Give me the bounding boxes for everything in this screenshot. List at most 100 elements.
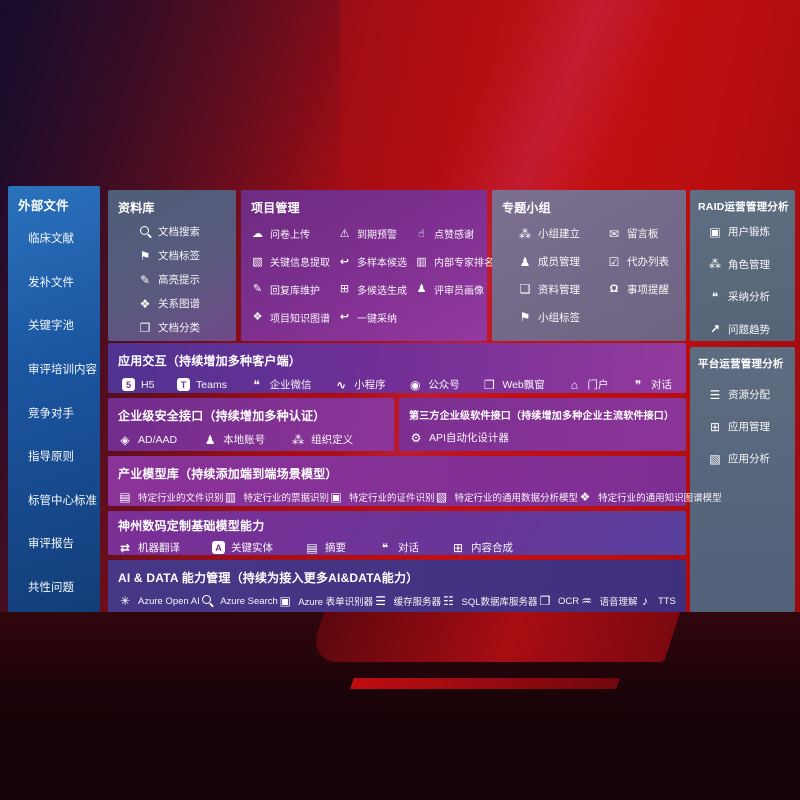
panel-enterprise-security: 企业级安全接口（持续增加多种认证） AD/AAD 本地账号 组织定义 xyxy=(108,398,394,451)
feature-label: 文档搜索 xyxy=(158,226,200,238)
feature-label: 组织定义 xyxy=(311,434,354,446)
sidebar-item-supplement-files: 发补文件 xyxy=(28,276,74,289)
item-api-designer: API自动化设计器 xyxy=(409,430,509,445)
graph-icon xyxy=(138,297,152,311)
item-doc-tags: 文档标签 xyxy=(138,248,226,263)
feature-label: 文档分类 xyxy=(158,322,200,334)
file-icon xyxy=(118,490,132,504)
sidebar-list: 临床文献 发补文件 关键字池 审评培训内容 竞争对手 指导原则 标管中心标准 审… xyxy=(18,214,97,603)
person-icon xyxy=(415,282,428,296)
entity-shield-icon: A xyxy=(212,541,225,554)
panel-title: 第三方企业级软件接口（持续增加多种企业主流软件接口） xyxy=(409,411,675,422)
feature-label: 缓存服务器 xyxy=(393,597,442,608)
item-key-entity: A 关键实体 xyxy=(212,540,273,555)
knowledge-graph-icon xyxy=(578,490,592,504)
panel-title: AI & DATA 能力管理（持续为接入更多AI&DATA能力） xyxy=(118,571,419,585)
trend-chart-icon xyxy=(708,322,722,336)
feature-label: 点赞感谢 xyxy=(434,230,474,242)
panel-title: 资料库 xyxy=(118,201,155,215)
item-internal-expert-ranking: 内部专家排名 xyxy=(415,248,494,276)
browser-window-icon xyxy=(482,378,496,392)
feature-label: 代办列表 xyxy=(627,256,669,269)
panel-title: 项目管理 xyxy=(251,201,300,215)
feature-label: 应用管理 xyxy=(728,421,770,433)
tag-icon xyxy=(138,249,152,263)
sidebar-item-common-issues: 共性问题 xyxy=(28,582,74,594)
item-key-info-extract: 关键信息提取 xyxy=(251,248,330,276)
feature-label: 特定行业的文件识别 xyxy=(138,493,224,504)
item-multi-sample-candidates: 多样本候选 xyxy=(338,248,407,276)
feature-label: 企业微信 xyxy=(269,379,312,391)
feature-label: 问卷上传 xyxy=(270,230,310,242)
item-user-training: 用户锻炼 xyxy=(708,224,787,239)
item-todo-list: 代办列表 xyxy=(607,248,676,276)
item-summary: 摘要 xyxy=(305,540,346,555)
chat-bubble-icon xyxy=(378,541,392,555)
item-industry-id-recognition: 特定行业的证件识别 xyxy=(329,490,435,504)
group-icon xyxy=(518,227,532,241)
feature-label: Web飘窗 xyxy=(502,379,545,391)
person-gear-icon xyxy=(203,433,217,447)
reply-arrow-icon xyxy=(338,255,351,269)
item-app-analysis: 应用分析 xyxy=(708,451,787,466)
panel-special-groups: 专题小组 小组建立 成员管理 资料管理 小组标签 留言板 代办列表 事项提醒 xyxy=(492,190,686,341)
knowledge-graph-icon xyxy=(251,310,264,324)
feature-label: 机器翻译 xyxy=(138,542,180,554)
feature-label: 采纳分析 xyxy=(728,291,770,304)
feature-label: 用户锻炼 xyxy=(728,226,770,238)
feature-row: 机器翻译 A 关键实体 摘要 对话 内容合成 xyxy=(118,540,676,555)
panel-title: 专题小组 xyxy=(502,201,551,215)
openai-icon xyxy=(118,594,132,608)
voice-icon xyxy=(580,594,594,608)
feature-row: API自动化设计器 xyxy=(409,430,676,445)
database-icon xyxy=(442,594,456,608)
item-machine-translation: 机器翻译 xyxy=(118,540,180,555)
item-official-account: 公众号 xyxy=(408,377,460,392)
receipt-icon xyxy=(224,490,238,504)
panel-ai-data-capability: AI & DATA 能力管理（持续为接入更多AI&DATA能力） Azure O… xyxy=(108,560,686,612)
image-extract-icon xyxy=(251,255,264,269)
feature-label: 小组建立 xyxy=(538,228,580,241)
speaker-icon xyxy=(638,594,652,608)
portal-icon xyxy=(567,378,581,392)
sidebar-item-competitors: 竞争对手 xyxy=(28,407,74,420)
panel-app-interaction: 应用交互（持续增加多种客户端） 5 H5 T Teams 企业微信 小程序 公众号 … xyxy=(108,343,686,393)
clipboard-icon xyxy=(607,255,621,269)
list-icon xyxy=(708,388,722,402)
feature-label: 多样本候选 xyxy=(357,258,407,270)
feature-grid: 小组建立 成员管理 资料管理 小组标签 留言板 代办列表 事项提醒 xyxy=(502,216,676,331)
documents-icon xyxy=(138,321,152,335)
panel-project-management: 项目管理 问卷上传 关键信息提取 回复库维护 项目知识图谱 到期预警 多样本候选… xyxy=(241,190,494,341)
item-azure-openai: Azure Open AI xyxy=(118,594,200,608)
organization-icon xyxy=(291,433,305,447)
item-multi-candidate-generate: 多候选生成 xyxy=(338,276,407,304)
feature-row: AD/AAD 本地账号 组织定义 xyxy=(118,432,384,447)
feature-label: Azure Open AI xyxy=(138,595,200,607)
feature-label: Azure Search xyxy=(220,595,278,607)
compose-grid-icon xyxy=(451,541,465,555)
panel-data-library: 资料库 文档搜索 文档标签 高亮提示 关系图谱 文档分类 xyxy=(108,190,236,341)
feature-label: 特定行业的通用知识图谱模型 xyxy=(598,493,722,504)
dialog-icon xyxy=(631,378,645,392)
person-add-icon xyxy=(518,255,532,269)
item-one-click-adopt: 一键采纳 xyxy=(338,303,407,331)
item-group-create: 小组建立 xyxy=(518,220,587,248)
feature-label: 到期预警 xyxy=(357,230,397,242)
item-like-thanks: 点赞感谢 xyxy=(415,220,494,248)
item-group-tags: 小组标签 xyxy=(518,303,587,331)
feature-label: 公众号 xyxy=(428,379,460,391)
feature-label: API自动化设计器 xyxy=(429,432,509,444)
chart-icon xyxy=(708,452,722,466)
panel-base-model-capability: 神州数码定制基础模型能力 机器翻译 A 关键实体 摘要 对话 内容合成 xyxy=(108,511,686,555)
feature-label: H5 xyxy=(141,378,155,391)
feature-label: 问题趋势 xyxy=(728,323,770,336)
feature-label: 项目知识图谱 xyxy=(270,313,330,325)
feature-label: 对话 xyxy=(398,542,419,554)
feature-label: 应用分析 xyxy=(728,453,770,465)
server-icon xyxy=(374,594,388,608)
item-questionnaire-upload: 问卷上传 xyxy=(251,220,330,248)
feature-label: 特定行业的票据识别 xyxy=(243,493,330,504)
feature-label: 小程序 xyxy=(354,379,386,391)
feature-list: 用户锻炼 角色管理 采纳分析 问题趋势 xyxy=(698,214,787,341)
feature-label: 本地账号 xyxy=(223,434,266,446)
